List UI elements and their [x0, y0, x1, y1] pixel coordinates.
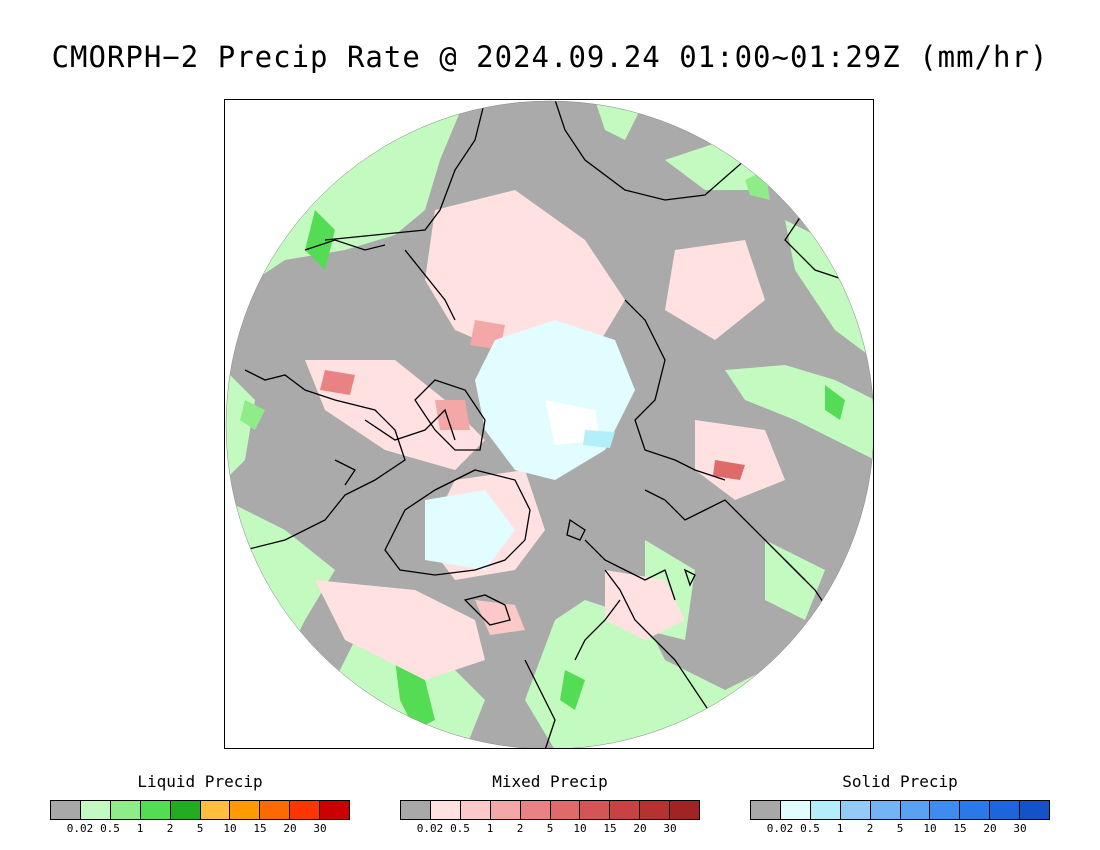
legend-mixed-ticks: 0.02 0.5 1 2 5 10 15 20 30	[400, 822, 700, 836]
legend-solid-title: Solid Precip	[842, 772, 958, 791]
legend-solid-swatch	[840, 801, 871, 819]
legend-solid-swatch	[1020, 801, 1050, 819]
legend-solid-tick-label: 1	[836, 822, 844, 835]
legend-liquid-swatch	[170, 801, 201, 819]
legend-liquid-tick-label: 0.5	[100, 822, 120, 835]
legend-solid-swatch	[960, 801, 991, 819]
legend-liquid-swatch	[260, 801, 291, 819]
legend-solid-swatch	[810, 801, 841, 819]
polar-map-canvas	[225, 100, 873, 748]
legend-liquid-colorbar	[50, 800, 350, 820]
legend-mixed-tick-label: 0.5	[450, 822, 470, 835]
legend-liquid-tick-label: 0.02	[66, 822, 94, 835]
legend-liquid-swatch	[80, 801, 111, 819]
legend-mixed-swatch	[610, 801, 641, 819]
legend-liquid-swatch	[320, 801, 350, 819]
legend-solid: Solid Precip 0.02 0.5 1 2 5 10 15 20 30	[750, 772, 1050, 835]
legend-liquid-tick-label: 15	[253, 822, 267, 835]
legend-mixed-swatch	[520, 801, 551, 819]
legend-mixed-swatch	[670, 801, 700, 819]
legend-liquid-swatch	[290, 801, 321, 819]
legend-mixed-swatch	[460, 801, 491, 819]
legend-solid-tick-label: 0.02	[766, 822, 794, 835]
legend-mixed-tick-label: 0.02	[416, 822, 444, 835]
legend-mixed-swatch	[490, 801, 521, 819]
map-title: CMORPH−2 Precip Rate @ 2024.09.24 01:00~…	[51, 40, 1049, 74]
legend-liquid-swatch	[200, 801, 231, 819]
legend-solid-swatch	[780, 801, 811, 819]
legend-mixed-tick-label: 10	[573, 822, 587, 835]
legend-mixed-tick-label: 30	[663, 822, 677, 835]
legend-liquid-tick-label: 20	[283, 822, 297, 835]
legend-mixed-colorbar	[400, 800, 700, 820]
legend-liquid-tick-label: 1	[136, 822, 144, 835]
legend-mixed-swatch	[401, 801, 431, 819]
legend-mixed-swatch	[580, 801, 611, 819]
legend-mixed-swatch	[550, 801, 581, 819]
legend-liquid-tick-label: 2	[166, 822, 174, 835]
legend-liquid-swatch	[51, 801, 81, 819]
legend-mixed-tick-label: 2	[516, 822, 524, 835]
legend-solid-ticks: 0.02 0.5 1 2 5 10 15 20 30	[750, 822, 1050, 836]
legend-solid-swatch	[751, 801, 781, 819]
legend-mixed-tick-label: 1	[486, 822, 494, 835]
legend-solid-tick-label: 30	[1013, 822, 1027, 835]
legend-liquid-tick-label: 5	[196, 822, 204, 835]
legend-liquid-swatch	[140, 801, 171, 819]
legend-liquid-ticks: 0.02 0.5 1 2 5 10 15 20 30	[50, 822, 350, 836]
legend-solid-swatch	[930, 801, 961, 819]
legend-mixed: Mixed Precip 0.02 0.5 1 2 5 10 15 20 30	[400, 772, 700, 835]
legend-solid-swatch	[990, 801, 1021, 819]
coastlines	[244, 101, 846, 748]
solid-precip-areas	[425, 320, 635, 570]
legend-solid-tick-label: 10	[923, 822, 937, 835]
legend-liquid-tick-label: 10	[223, 822, 237, 835]
legend-mixed-swatch	[640, 801, 671, 819]
legend-mixed-tick-label: 5	[546, 822, 554, 835]
legend-mixed-title: Mixed Precip	[492, 772, 608, 791]
polar-map	[224, 99, 874, 749]
legend-solid-tick-label: 5	[896, 822, 904, 835]
legend-solid-tick-label: 2	[866, 822, 874, 835]
legend-solid-swatch	[900, 801, 931, 819]
legend-solid-tick-label: 0.5	[800, 822, 820, 835]
legend-liquid-tick-label: 30	[313, 822, 327, 835]
legend-solid-swatch	[870, 801, 901, 819]
legend-liquid-swatch	[230, 801, 261, 819]
legend-solid-tick-label: 15	[953, 822, 967, 835]
legend-liquid-title: Liquid Precip	[137, 772, 263, 791]
legend-solid-colorbar	[750, 800, 1050, 820]
legend-mixed-tick-label: 15	[603, 822, 617, 835]
legend-liquid-swatch	[110, 801, 141, 819]
legend-mixed-tick-label: 20	[633, 822, 647, 835]
legend-liquid: Liquid Precip 0.02 0.5 1 2 5 10 15 20 30	[50, 772, 350, 835]
legend-solid-tick-label: 20	[983, 822, 997, 835]
legend-mixed-swatch	[430, 801, 461, 819]
